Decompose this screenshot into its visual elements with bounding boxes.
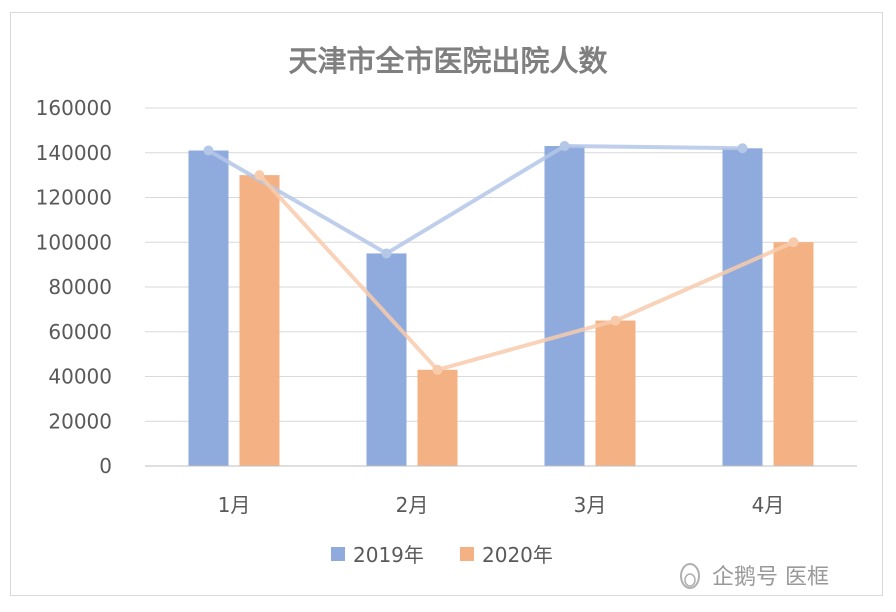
y-tick-label: 0 bbox=[99, 454, 112, 478]
legend-label-2: 2020年 bbox=[482, 543, 553, 567]
watermark: 企鹅号 医框 bbox=[680, 563, 829, 590]
y-tick-label: 80000 bbox=[48, 275, 112, 299]
y-tick-label: 40000 bbox=[48, 365, 112, 389]
chart-title: 天津市全市医院出院人数 bbox=[288, 44, 608, 78]
y-tick-label: 20000 bbox=[48, 409, 112, 433]
series-lines bbox=[203, 141, 799, 375]
series-line-1 bbox=[207, 144, 743, 256]
bar-2-4 bbox=[773, 242, 814, 466]
y-tick-label: 160000 bbox=[36, 96, 112, 120]
legend: 2019年 2020年 bbox=[331, 543, 553, 567]
bar-1-1 bbox=[188, 150, 229, 466]
y-tick-label: 100000 bbox=[36, 230, 112, 254]
legend-label-1: 2019年 bbox=[353, 543, 424, 567]
line-point-1-3 bbox=[559, 141, 570, 152]
bar-1-3 bbox=[544, 146, 585, 466]
bar-1-2 bbox=[366, 253, 407, 466]
y-axis: 0 20000 40000 60000 80000 100000 120000 140000 1… bbox=[36, 96, 112, 478]
line-point-1-1 bbox=[203, 145, 214, 156]
x-tick-label: 3月 bbox=[574, 493, 607, 517]
bar-2-2 bbox=[417, 369, 458, 466]
line-point-2-2 bbox=[432, 364, 443, 375]
x-tick-label: 2月 bbox=[396, 493, 429, 517]
bar-1-4 bbox=[722, 148, 763, 466]
x-tick-label: 4月 bbox=[752, 493, 785, 517]
x-tick-label: 1月 bbox=[218, 493, 251, 517]
y-tick-label: 60000 bbox=[48, 320, 112, 344]
line-point-1-4 bbox=[737, 143, 748, 154]
legend-swatch-1 bbox=[331, 547, 345, 561]
penguin-icon bbox=[680, 563, 700, 589]
line-point-2-3 bbox=[610, 315, 621, 326]
bars bbox=[188, 146, 814, 466]
y-tick-label: 140000 bbox=[36, 141, 112, 165]
series-line-2 bbox=[258, 173, 795, 372]
line-point-2-4 bbox=[788, 237, 799, 248]
line-point-2-1 bbox=[254, 170, 265, 181]
x-axis: 1月 2月 3月 4月 bbox=[145, 465, 857, 517]
legend-swatch-2 bbox=[460, 547, 474, 561]
y-tick-label: 120000 bbox=[36, 186, 112, 210]
bar-2-1 bbox=[239, 175, 280, 466]
line-point-1-2 bbox=[381, 248, 392, 259]
bar-2-3 bbox=[595, 320, 636, 466]
watermark-text: 企鹅号 医框 bbox=[712, 565, 829, 590]
